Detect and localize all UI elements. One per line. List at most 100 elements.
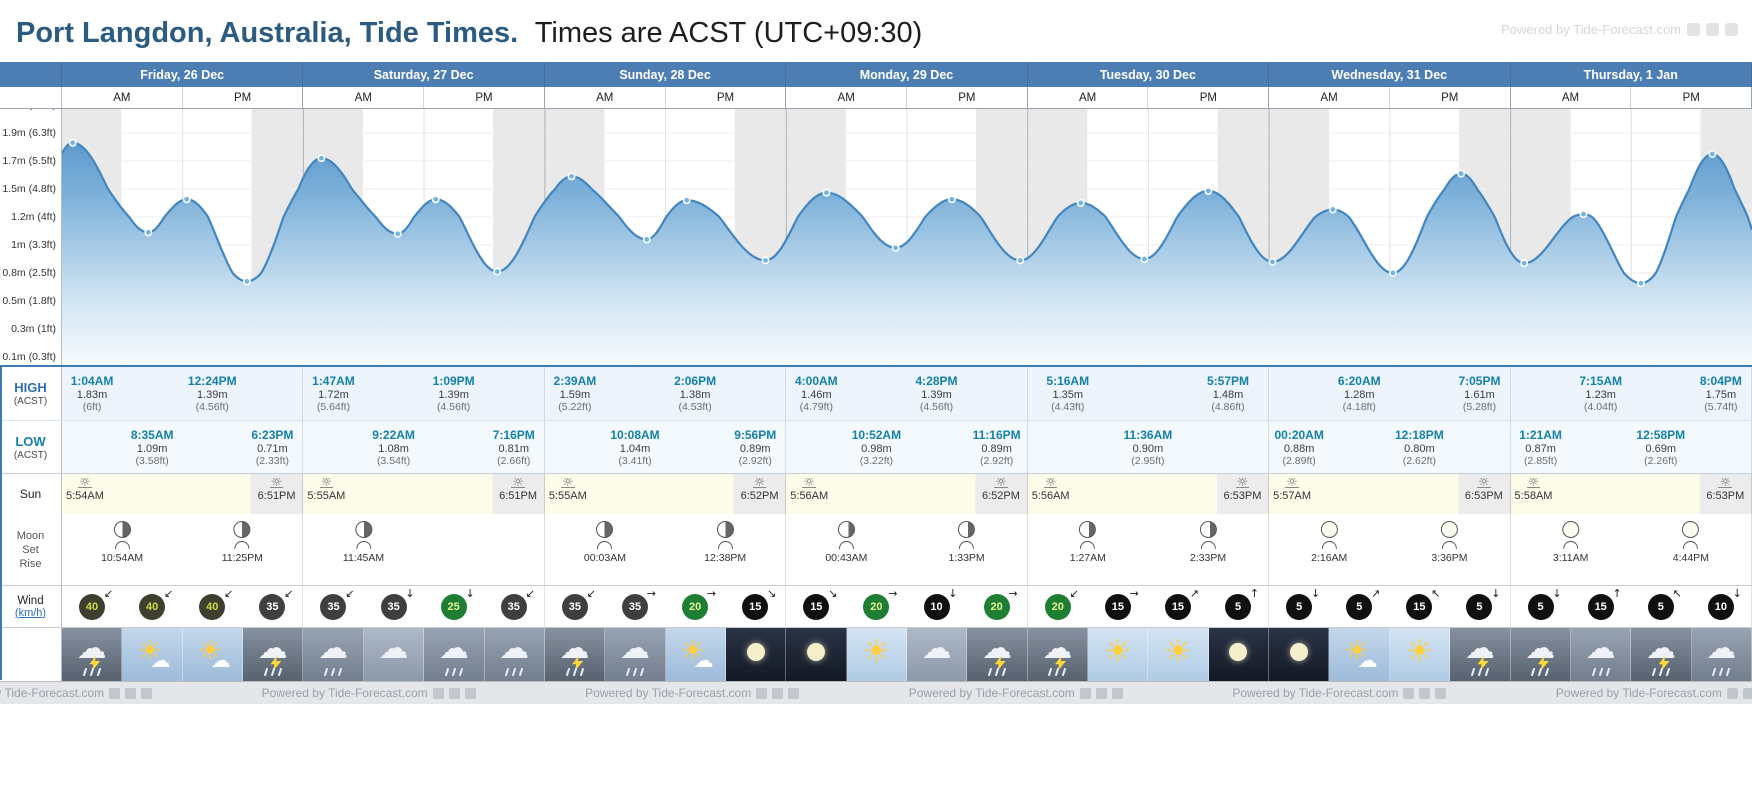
moon-setrise-arc-icon — [1321, 541, 1337, 549]
social-icon[interactable] — [1725, 23, 1738, 36]
wind-direction-arrow: → — [646, 587, 656, 600]
social-icon — [125, 687, 137, 699]
cloud-icon: ☁ — [1357, 647, 1378, 672]
ampm-header-row: AM PM AM PM AM PM AM PM AM PM AM PM AM PM — [0, 87, 1752, 109]
day-column: 11:36AM 0.90m (2.95ft) — [1028, 421, 1270, 473]
tide-height-m: 1.59m — [559, 389, 591, 401]
wind-row-label: Wind (km/h) — [0, 586, 62, 627]
tide-height-m: 1.09m — [136, 443, 168, 455]
moon-entry: 00:43AM — [825, 521, 867, 564]
wind-badge: 15 ↑ — [1587, 587, 1622, 620]
tide-extreme-dot — [642, 235, 651, 244]
sidebar-spacer — [0, 62, 62, 87]
moon-setrise-arc-icon — [1080, 541, 1096, 549]
wind-badge: 5 ↓ — [1527, 587, 1562, 620]
moon-time: 10:54AM — [101, 552, 144, 564]
footer-watermark-text: Powered by Tide-Forecast.com — [1555, 686, 1722, 700]
tide-time: 1:04AM — [70, 374, 114, 388]
tide-height-m: 0.69m — [1645, 443, 1677, 455]
day-header-cell: Monday, 29 Dec — [786, 62, 1028, 87]
wind-direction-arrow: ↙ — [525, 587, 535, 600]
tide-time: 11:16PM — [972, 428, 1021, 442]
wind-speed: 15 — [1413, 601, 1426, 613]
ampm-am-cell: AM — [545, 87, 666, 108]
wind-speed: 40 — [206, 601, 219, 613]
wind-unit-link[interactable]: (km/h) — [14, 606, 47, 619]
tide-extreme-dot — [182, 195, 191, 204]
sun-day-cell: ☼ 5:56AM ☼ 6:53PM — [1027, 474, 1270, 514]
sun-icon: ☀ — [197, 634, 223, 668]
ampm-am-cell: AM — [786, 87, 908, 108]
table-left-border — [0, 367, 2, 680]
wind-row: Wind (km/h) 40 ↙ 40 ↙ 40 ↙ 35 ↙ 35 ↙ 35 ↓ 25 ↓ 35 ↙ 35 ↙ 3… — [0, 585, 1752, 627]
tide-height-ft: (2.92ft) — [738, 455, 772, 467]
weather-cell-partly: ☀ ☁ — [182, 628, 244, 681]
moon-setrise-arc-icon — [717, 541, 733, 549]
lightning-icon — [270, 655, 282, 671]
rain-cloud-icon: ☁ — [318, 631, 349, 667]
tide-height-ft: (3.58ft) — [135, 455, 169, 467]
social-icon — [448, 687, 460, 699]
weather-cell-sunny: ☀ — [846, 628, 907, 681]
weather-cell-partly: ☀ ☁ — [665, 628, 726, 681]
tide-height-m: 0.90m — [1132, 443, 1164, 455]
tide-time: 9:22AM — [372, 428, 415, 442]
storm-cloud-icon: ☁ — [257, 631, 288, 667]
moon-phase-icon — [958, 521, 976, 538]
tide-extreme-dot — [144, 228, 153, 237]
high-label: HIGH — [14, 380, 47, 395]
tide-entry: 11:36AM 0.90m (2.95ft) — [1124, 428, 1173, 467]
storm-cloud-icon: ☁ — [1645, 631, 1676, 667]
footer-watermark: Powered by Tide-Forecast.com — [1556, 686, 1752, 700]
tide-height-ft: (2.33ft) — [255, 455, 289, 467]
tide-time: 12:58PM — [1636, 428, 1686, 442]
wind-badge: 35 → — [622, 587, 656, 620]
tide-height-ft: (2.92ft) — [979, 455, 1014, 467]
social-icon — [464, 687, 476, 699]
social-icon[interactable] — [1687, 23, 1700, 36]
wind-speed: 25 — [447, 601, 460, 613]
weather-cell-storm: ☁ — [243, 628, 304, 681]
tide-entry: 12:58PM 0.69m (2.26ft) — [1636, 428, 1685, 467]
weather-day-cell: ☁ ☀ ☀ — [1027, 628, 1270, 681]
wind-day-cell: 5 ↓ 15 ↑ 5 ↖ 10 ↓ — [1511, 586, 1752, 627]
sun-row: Sun ☼ 5:54AM ☼ 6:51PM ☼ 5:55AM ☼ 6:51PM ☼ 5:55AM ☼… — [0, 474, 1752, 514]
tide-height-m: 1.39m — [438, 389, 469, 401]
sun-icon: ☀ — [1344, 634, 1370, 668]
sunrise-icon: ☼ — [802, 478, 817, 488]
sunset-time: 6:52PM — [982, 490, 1020, 502]
social-icon[interactable] — [1706, 23, 1719, 36]
tide-height-m: 1.39m — [196, 389, 228, 401]
moon-setrise-arc-icon — [1441, 541, 1457, 549]
weather-cell-cloud: ☁ — [906, 628, 968, 681]
wind-speed: 20 — [990, 601, 1003, 613]
rain-icon — [1470, 667, 1490, 677]
wind-direction-arrow: ↓ — [1732, 587, 1742, 600]
weather-cell-partly: ☀ ☁ — [122, 628, 183, 681]
wind-direction-arrow: ↖ — [1672, 587, 1682, 600]
axis-label: 0.8m (2.5ft) — [2, 267, 56, 279]
weather-cell-storm: ☁ — [1510, 628, 1571, 681]
storm-cloud-icon: ☁ — [1042, 631, 1073, 667]
tide-height-m: 0.98m — [861, 443, 892, 455]
tide-height-ft: (4.56ft) — [437, 401, 471, 413]
day-column: 00:20AM 0.88m (2.89ft) 12:18PM 0.80m (2.62ft) — [1269, 421, 1511, 473]
tide-time: 5:16AM — [1046, 374, 1090, 388]
sunrise-time: 5:54AM — [66, 490, 104, 502]
moon-phase-icon — [1682, 521, 1700, 538]
ampm-pm-cell: PM — [666, 87, 787, 108]
weather-cell-storm: ☁ — [544, 628, 606, 681]
tide-height-ft: (3.41ft) — [618, 455, 652, 467]
moon-day-cell: 3:11AM 4:44PM — [1511, 514, 1752, 585]
moon-entry: 11:25PM — [222, 521, 263, 564]
tide-height-m: 0.81m — [498, 443, 530, 455]
sunrise-time: 5:58AM — [1514, 490, 1553, 502]
moon-phase-icon — [1562, 521, 1580, 538]
axis-label: 0.1m (0.3ft) — [2, 351, 56, 363]
lightning-icon — [1537, 655, 1549, 671]
moon-set-label: Set — [22, 543, 39, 556]
wind-speed: 40 — [85, 601, 99, 613]
tide-extreme-dot — [761, 256, 770, 265]
social-icon — [756, 687, 768, 699]
weather-cell-sunny: ☀ — [1088, 628, 1149, 681]
